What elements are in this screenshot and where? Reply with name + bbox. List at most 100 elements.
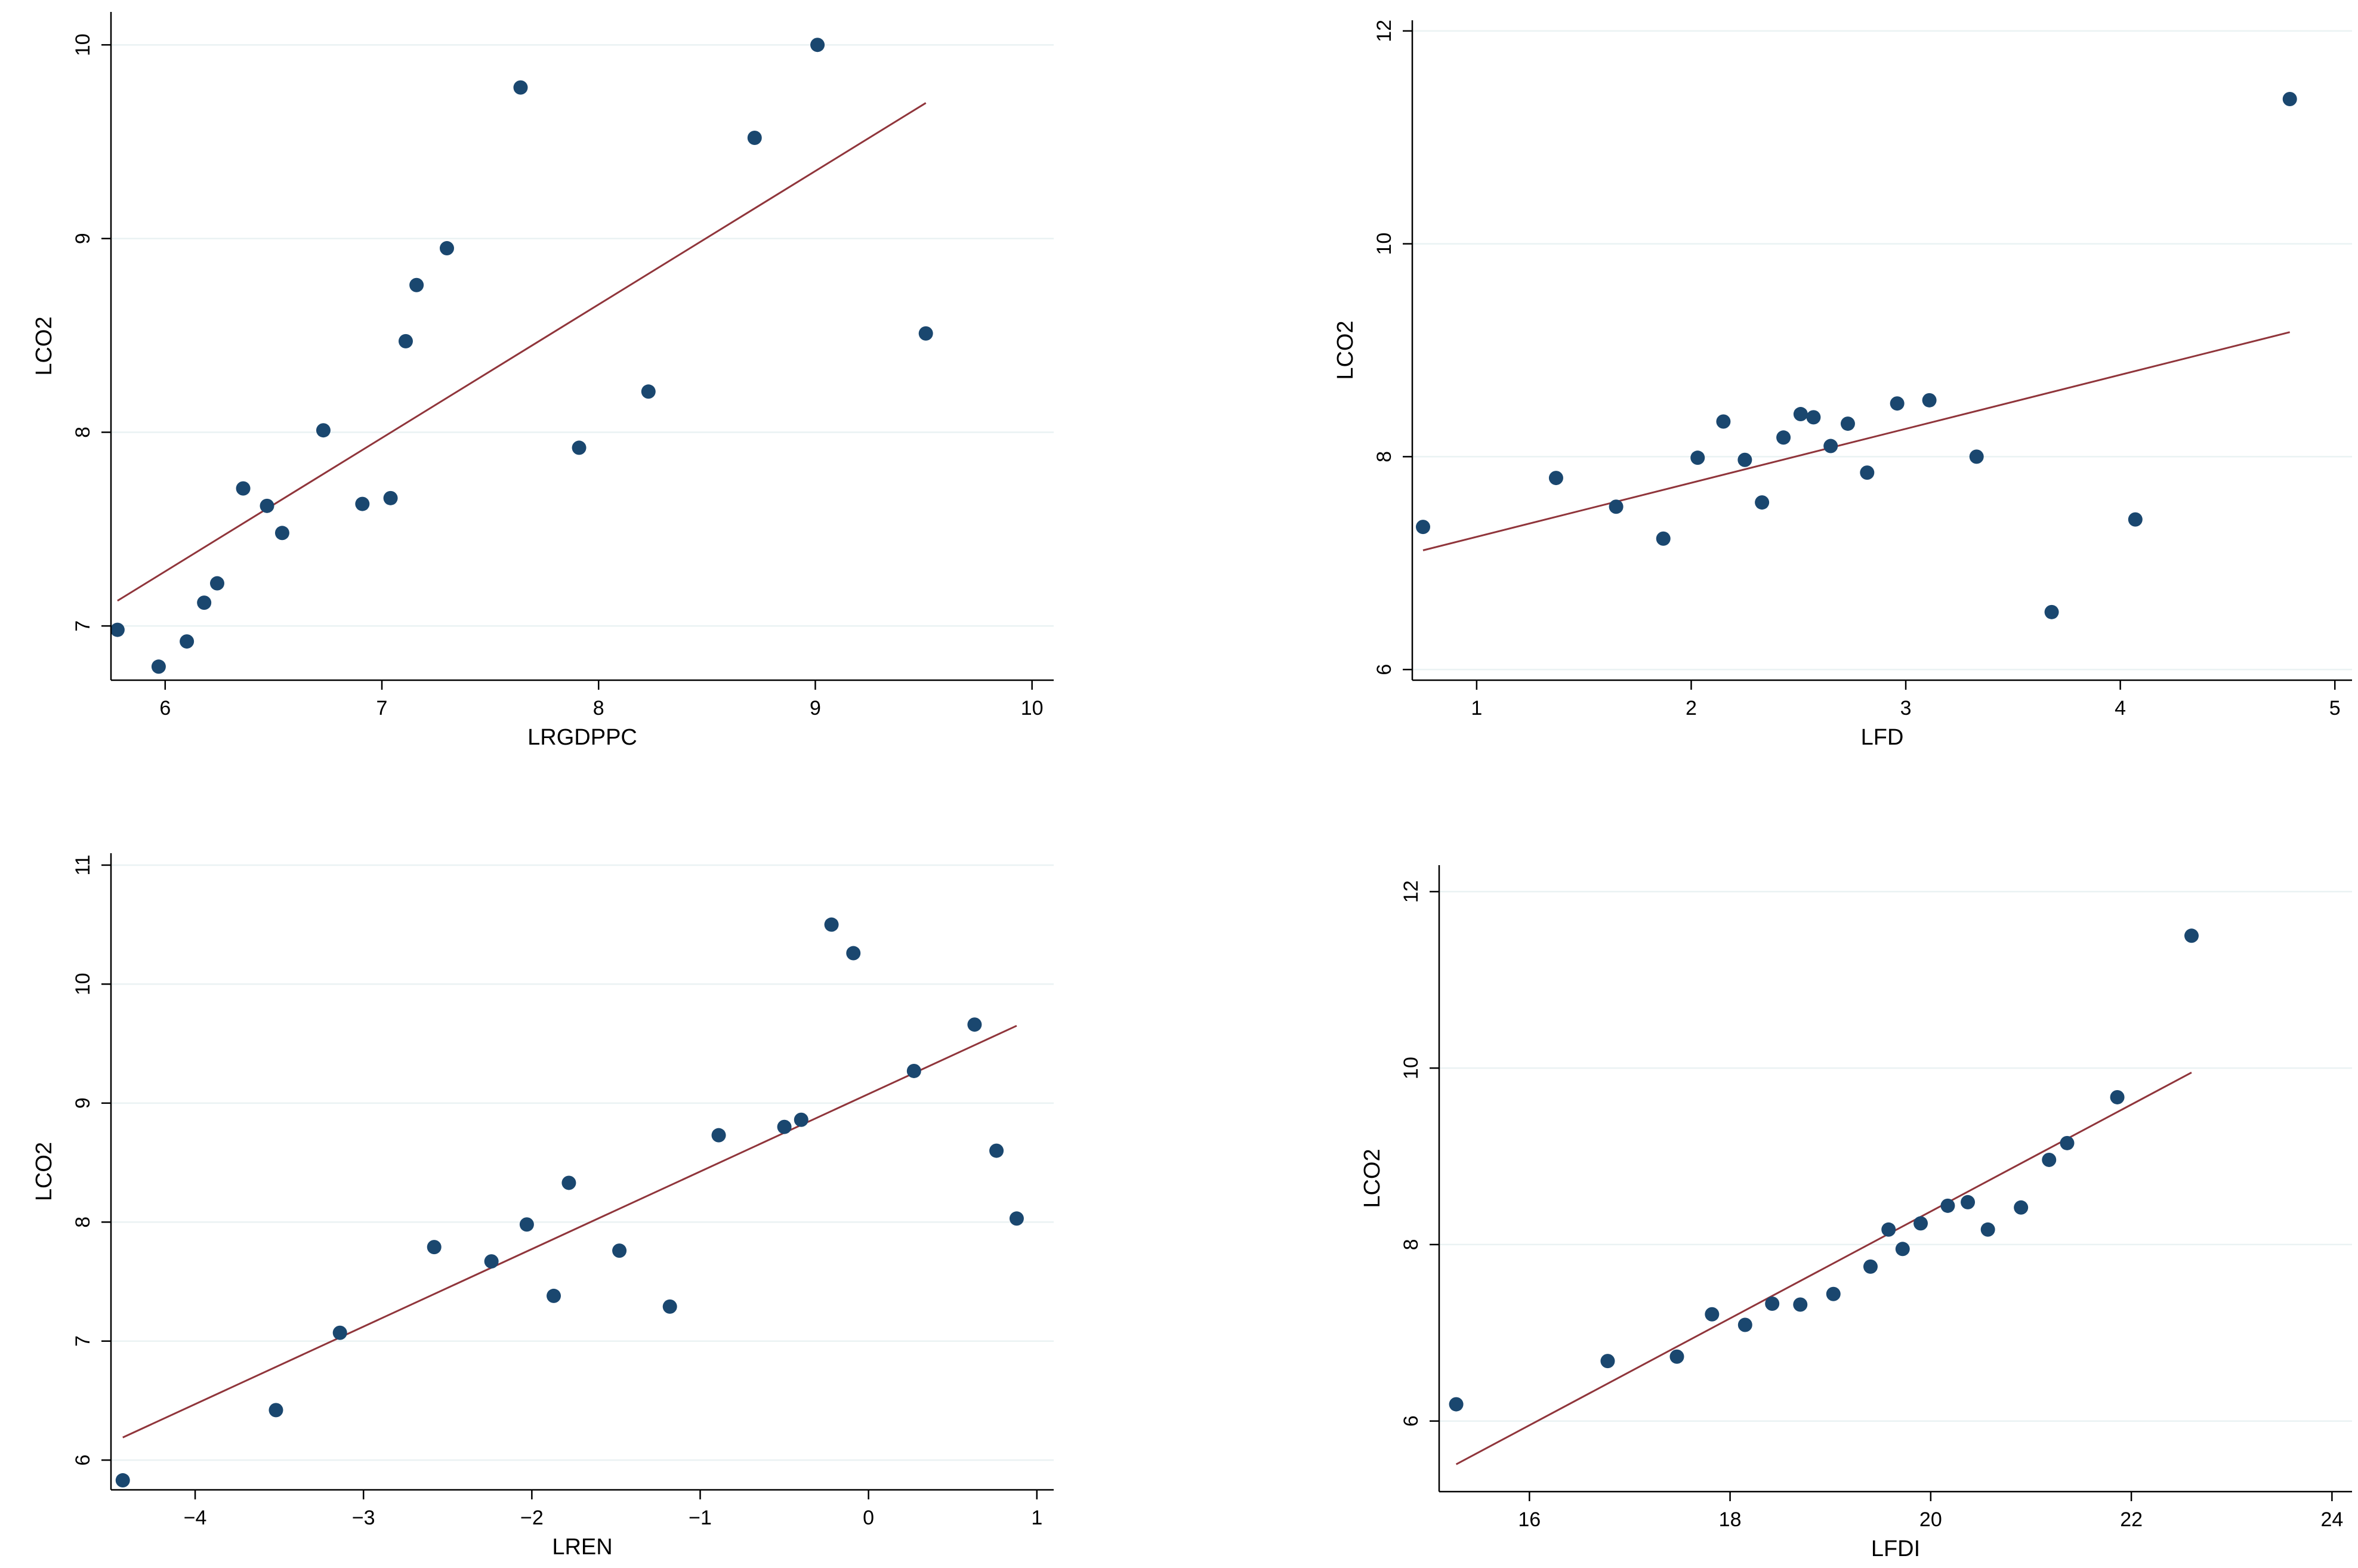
scatter-point [151,659,166,674]
scatter-point [612,1243,627,1258]
y-tick-label: 9 [72,233,94,244]
x-tick-label: 6 [159,697,171,720]
x-tick-label: 1 [1471,697,1482,720]
scatter-point [236,481,251,496]
scatter-point [1823,439,1838,453]
scatter-point [1690,450,1705,465]
scatter-point [1765,1297,1780,1311]
y-tick-label: 10 [72,973,94,995]
y-tick-label: 11 [72,854,94,875]
scatter-point [1840,416,1855,431]
scatter-point [1009,1211,1024,1226]
x-tick-label: −2 [520,1507,544,1529]
scatter-point [1826,1286,1841,1301]
scatter-point [332,1325,347,1340]
y-axis-label: LCO2 [1360,1149,1385,1208]
y-tick-label: 6 [1400,1415,1422,1427]
fitted-line [117,102,927,602]
scatter-point [1940,1198,1955,1213]
scatter-point [1922,393,1937,408]
scatter-point [110,622,125,637]
scatter-point [2044,604,2059,619]
scatter-point [1776,430,1791,445]
scatter-point [513,80,528,95]
scatter-point [427,1240,442,1255]
scatter-point [1793,407,1808,422]
scatter-point [2042,1152,2057,1167]
y-tick-label: 10 [72,33,94,56]
x-tick-label: 2 [1686,697,1697,720]
scatter-point [906,1063,921,1078]
x-tick-label: 10 [1021,697,1044,720]
x-tick-label: 0 [863,1507,874,1529]
scatter-point [1415,520,1430,535]
x-tick-label: 18 [1719,1508,1742,1531]
x-tick-label: 4 [2115,697,2126,720]
scatter-point [1449,1397,1464,1412]
scatter-chart-lrgdppc: 6 7 8 9 10 7 8 9 10 LRGDPPC LCO2 [32,12,1054,750]
scatter-point [967,1017,982,1032]
x-axis-label: LREN [552,1535,612,1560]
y-tick-label: 8 [1400,1239,1422,1250]
scatter-point [1609,499,1624,514]
scatter-point [1913,1216,1928,1231]
scatter-point [274,526,289,541]
scatter-point [316,423,331,438]
scatter-point [561,1175,576,1190]
chart-panel-lfdi: 16 18 20 22 24 6 8 10 12 LFDI LCO2 [1337,817,2358,1565]
scatter-point [547,1288,561,1303]
scatter-point [1961,1194,1976,1209]
y-tick-label: 7 [72,1335,94,1347]
scatter-point [1705,1307,1720,1322]
fitted-line [122,1024,1017,1439]
scatter-point [1737,1317,1752,1332]
scatter-point [1969,449,1984,464]
scatter-point [662,1299,677,1314]
scatter-point [794,1112,808,1127]
scatter-point [1881,1222,1896,1237]
scatter-point [989,1143,1004,1158]
scatter-point [1716,414,1731,429]
scatter-point [484,1254,499,1269]
x-tick-label: −3 [352,1507,375,1529]
scatter-point [209,576,224,591]
scatter-point [1656,531,1671,546]
fitted-line [1422,331,2291,551]
x-axis-label: LFDI [1871,1536,1920,1561]
y-axis-label: LCO2 [32,1142,57,1201]
scatter-point [1863,1259,1878,1274]
chart-panel-lfd: 1 2 3 4 5 6 8 10 12 LFD LCO2 [1307,8,2358,785]
scatter-point [641,384,656,399]
x-tick-label: 7 [376,697,388,720]
y-tick-label: 7 [72,621,94,632]
scatter-point [2110,1089,2125,1104]
scatter-point [747,131,762,146]
y-tick-label: 6 [1373,664,1396,675]
scatter-point [846,946,861,961]
scatter-point [383,490,398,505]
scatter-point [268,1403,283,1418]
y-tick-label: 12 [1400,880,1422,903]
y-tick-label: 12 [1373,20,1396,42]
scatter-point [1669,1349,1684,1364]
scatter-point [572,440,587,455]
y-axis-label: LCO2 [32,316,57,375]
x-tick-label: 5 [2329,697,2341,720]
scatter-point [1793,1297,1808,1312]
scatter-point [519,1217,534,1232]
scatter-point [180,634,195,649]
scatter-point [777,1119,792,1134]
scatter-point [1806,410,1821,425]
y-tick-label: 8 [72,1217,94,1228]
y-tick-label: 8 [72,427,94,438]
scatter-chart-lren: −4 −3 −2 −1 0 1 6 7 8 9 10 11 LREN LCO2 [32,853,1054,1560]
x-axis-label: LRGDPPC [527,725,637,750]
scatter-point [260,498,274,513]
scatter-chart-lfdi: 16 18 20 22 24 6 8 10 12 LFDI LCO2 [1360,865,2352,1561]
x-tick-label: 20 [1919,1508,1942,1531]
scatter-point [1737,452,1752,467]
scatter-point [398,334,413,348]
scatter-point [1890,396,1905,411]
x-tick-label: 8 [593,697,604,720]
